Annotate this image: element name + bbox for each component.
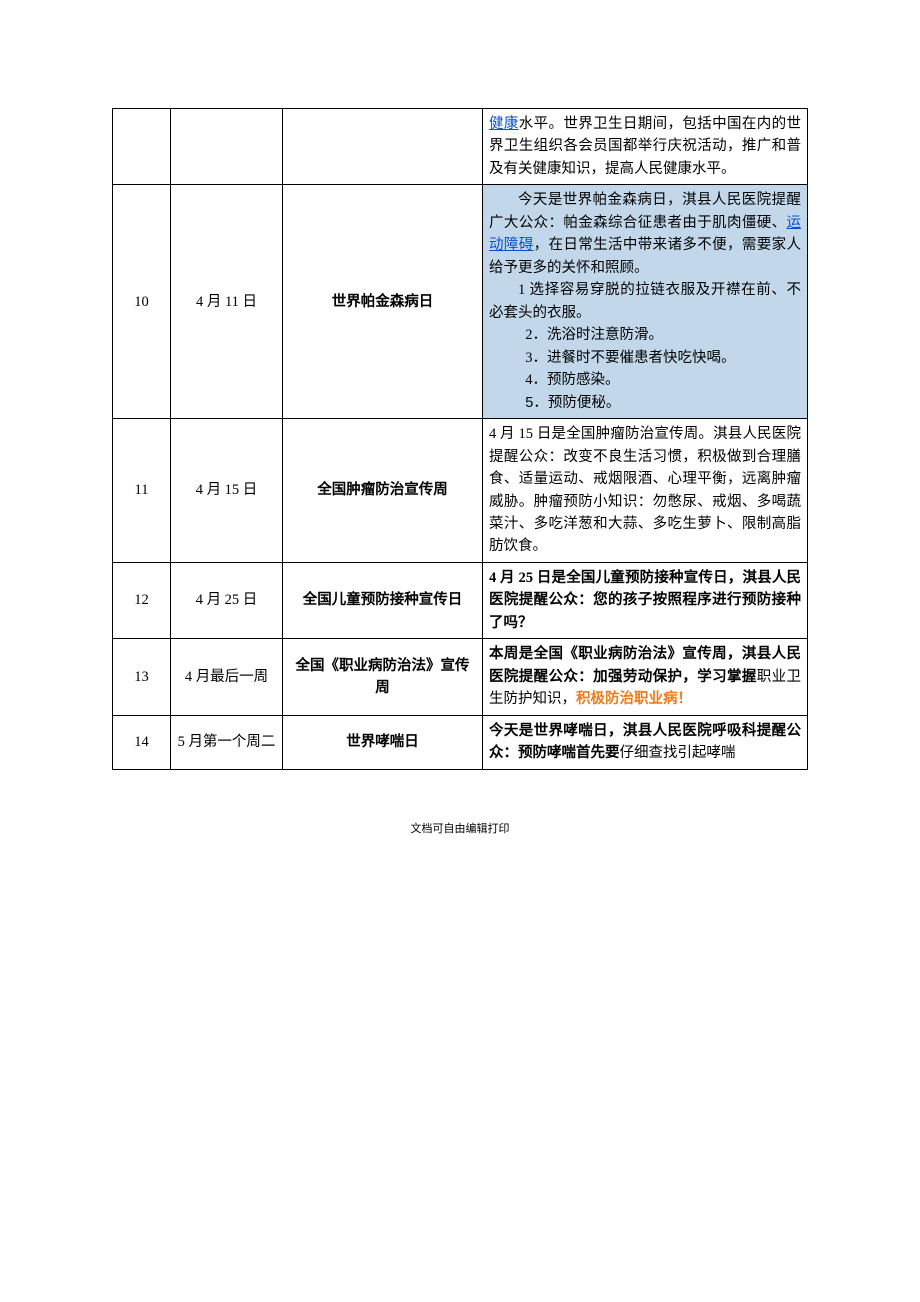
row-title (283, 109, 483, 185)
row-date: 4 月最后一周 (171, 639, 283, 715)
row-title: 全国《职业病防治法》宣传周 (283, 639, 483, 715)
table-row: 124 月 25 日全国儿童预防接种宣传日4 月 25 日是全国儿童预防接种宣传… (113, 562, 808, 638)
desc-line: 3．进餐时不要催患者快吃快喝。 (489, 347, 801, 369)
highlight-text: 积极防治职业病！ (576, 691, 692, 707)
text-span: 5． (525, 395, 548, 411)
text-span: 2．洗浴时注意防滑。 (525, 327, 663, 343)
table-row: 134 月最后一周全国《职业病防治法》宣传周本周是全国《职业病防治法》宣传周，淇… (113, 639, 808, 715)
text-span: 今天是世界帕金森病日，淇县人民医院提醒广大公众：帕金森综合征患者由于肌肉僵硬、 (489, 192, 801, 230)
text-span: 预防便秘。 (548, 395, 621, 411)
table-row: 145 月第一个周二世界哮喘日今天是世界哮喘日，淇县人民医院呼吸科提醒公众：预防… (113, 715, 808, 769)
health-days-table: 健康水平。世界卫生日期间，包括中国在内的世界卫生组织各会员国都举行庆祝活动，推广… (112, 108, 808, 770)
text-span: 仔细查找引起哮喘 (620, 745, 736, 761)
row-description: 4 月 15 日是全国肿瘤防治宣传周。淇县人民医院提醒公众：改变不良生活习惯，积… (483, 419, 808, 563)
row-description: 今天是世界哮喘日，淇县人民医院呼吸科提醒公众：预防哮喘首先要仔细查找引起哮喘 (483, 715, 808, 769)
row-number: 13 (113, 639, 171, 715)
emphasis-text: 4 月 25 日是全国儿童预防接种宣传日，淇县人民医院提醒公众：您的孩子按照程序… (489, 570, 801, 631)
row-title: 世界哮喘日 (283, 715, 483, 769)
row-number: 12 (113, 562, 171, 638)
table-row: 104 月 11 日世界帕金森病日今天是世界帕金森病日，淇县人民医院提醒广大公众… (113, 185, 808, 419)
table-row: 114 月 15 日全国肿瘤防治宣传周4 月 15 日是全国肿瘤防治宣传周。淇县… (113, 419, 808, 563)
emphasis-text: 本周是全国《职业病防治法》宣传周，淇县人民医院提醒公众：加强劳动保护，学习掌握 (489, 646, 801, 684)
row-description: 本周是全国《职业病防治法》宣传周，淇县人民医院提醒公众：加强劳动保护，学习掌握职… (483, 639, 808, 715)
desc-line: 1 选择容易穿脱的拉链衣服及开襟在前、不必套头的衣服。 (489, 279, 801, 324)
row-title: 全国肿瘤防治宣传周 (283, 419, 483, 563)
row-title: 全国儿童预防接种宣传日 (283, 562, 483, 638)
desc-line: 5．预防便秘。 (489, 392, 801, 414)
row-description: 今天是世界帕金森病日，淇县人民医院提醒广大公众：帕金森综合征患者由于肌肉僵硬、运… (483, 185, 808, 419)
text-span: 1 选择容易穿脱的拉链衣服及开襟在前、不必套头的衣服。 (489, 282, 801, 320)
text-span: 4 月 15 日是全国肿瘤防治宣传周。淇县人民医院提醒公众：改变不良生活习惯，积… (489, 426, 801, 554)
desc-line: 4．预防感染。 (489, 369, 801, 391)
text-span: 4．预防感染。 (525, 372, 619, 388)
row-date: 4 月 11 日 (171, 185, 283, 419)
row-date (171, 109, 283, 185)
row-number: 11 (113, 419, 171, 563)
row-description: 4 月 25 日是全国儿童预防接种宣传日，淇县人民医院提醒公众：您的孩子按照程序… (483, 562, 808, 638)
page-footer: 文档可自由编辑打印 (112, 820, 808, 836)
document-page: 健康水平。世界卫生日期间，包括中国在内的世界卫生组织各会员国都举行庆祝活动，推广… (0, 0, 920, 876)
row-date: 4 月 15 日 (171, 419, 283, 563)
row-date: 4 月 25 日 (171, 562, 283, 638)
table-row: 健康水平。世界卫生日期间，包括中国在内的世界卫生组织各会员国都举行庆祝活动，推广… (113, 109, 808, 185)
row-number (113, 109, 171, 185)
desc-line: 2．洗浴时注意防滑。 (489, 324, 801, 346)
row-title: 世界帕金森病日 (283, 185, 483, 419)
row-number: 10 (113, 185, 171, 419)
row-description: 健康水平。世界卫生日期间，包括中国在内的世界卫生组织各会员国都举行庆祝活动，推广… (483, 109, 808, 185)
text-span: ，在日常生活中带来诸多不便，需要家人给予更多的关怀和照顾。 (489, 237, 801, 275)
text-span: 3．进餐时不要催患者快吃快喝。 (525, 350, 735, 366)
row-date: 5 月第一个周二 (171, 715, 283, 769)
row-number: 14 (113, 715, 171, 769)
desc-line: 今天是世界帕金森病日，淇县人民医院提醒广大公众：帕金森综合征患者由于肌肉僵硬、运… (489, 189, 801, 279)
inline-link[interactable]: 健康 (489, 116, 519, 132)
text-span: 水平。世界卫生日期间，包括中国在内的世界卫生组织各会员国都举行庆祝活动，推广和普… (489, 116, 801, 177)
